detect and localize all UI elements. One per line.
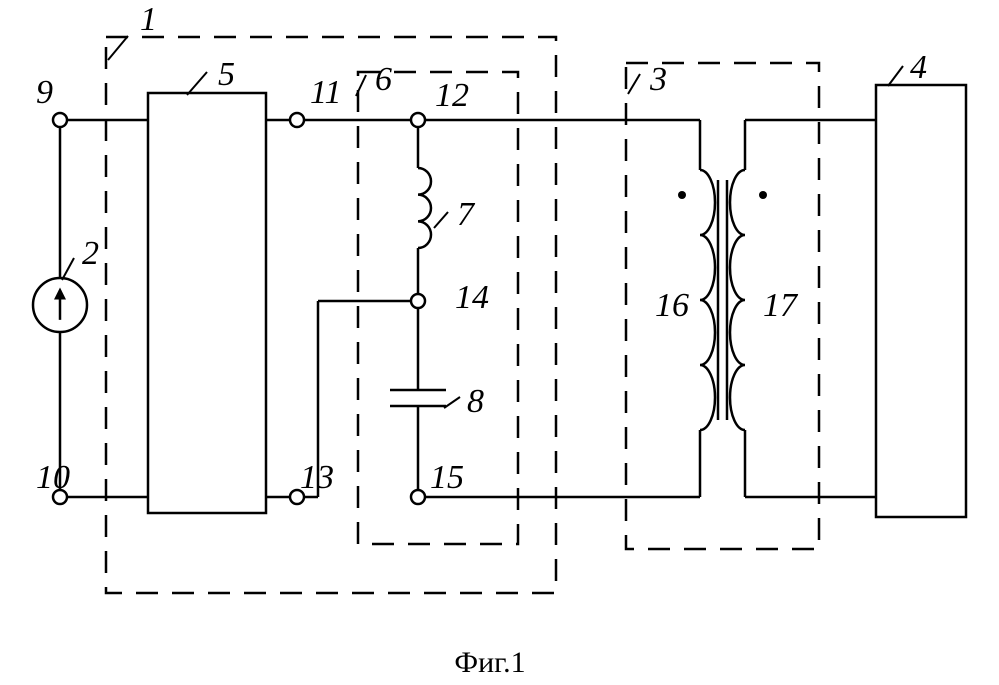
label-leader — [628, 74, 640, 94]
terminal-t15 — [411, 490, 425, 504]
label-8: 8 — [467, 383, 484, 420]
label-14: 14 — [455, 279, 489, 316]
label-leader — [444, 397, 460, 408]
label-leader — [187, 72, 207, 95]
label-5: 5 — [218, 56, 235, 93]
label-leader — [888, 66, 903, 86]
label-16: 16 — [655, 287, 689, 324]
figure-caption: Фиг.1 — [454, 646, 525, 679]
winding-17-dot — [759, 191, 767, 199]
label-leader — [356, 75, 366, 96]
terminal-t14 — [411, 294, 425, 308]
terminal-t9 — [53, 113, 67, 127]
label-11: 11 — [310, 74, 341, 111]
label-1: 1 — [140, 1, 157, 38]
inductor-7 — [418, 168, 431, 248]
label-15: 15 — [430, 459, 464, 496]
label-6: 6 — [375, 61, 392, 98]
label-13: 13 — [300, 459, 334, 496]
label-17: 17 — [763, 287, 799, 324]
terminal-t11 — [290, 113, 304, 127]
block-block5 — [148, 93, 266, 513]
label-7: 7 — [457, 196, 476, 233]
label-3: 3 — [649, 61, 667, 98]
label-2: 2 — [82, 235, 99, 272]
terminal-t12 — [411, 113, 425, 127]
winding-17 — [730, 170, 745, 430]
block-block4 — [876, 85, 966, 517]
label-9: 9 — [36, 74, 53, 111]
label-10: 10 — [36, 459, 70, 496]
label-leader — [434, 212, 448, 228]
winding-16-dot — [678, 191, 686, 199]
label-4: 4 — [910, 49, 927, 86]
winding-16 — [700, 170, 715, 430]
label-12: 12 — [435, 77, 469, 114]
label-leader — [62, 258, 74, 280]
label-leader — [108, 36, 128, 60]
